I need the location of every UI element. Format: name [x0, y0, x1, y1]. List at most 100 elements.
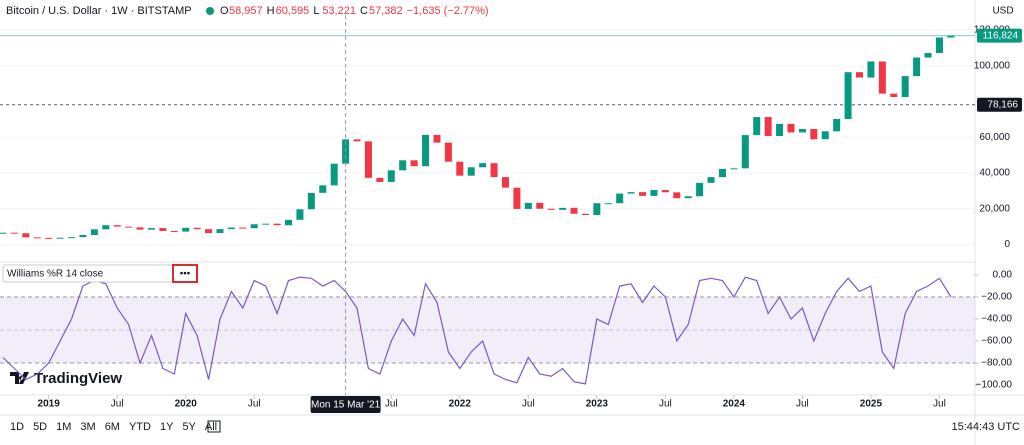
- candle: [364, 141, 372, 178]
- range-button[interactable]: 6M: [105, 421, 120, 433]
- range-button[interactable]: All: [205, 421, 217, 433]
- candle: [216, 229, 224, 234]
- y-tick-label: 20,000: [979, 203, 1010, 214]
- candle: [616, 193, 624, 204]
- candle: [707, 177, 715, 183]
- candle: [684, 196, 692, 199]
- x-tick-label: 2022: [449, 399, 472, 410]
- candle: [296, 209, 304, 220]
- candle: [479, 163, 487, 168]
- range-button[interactable]: 3M: [80, 421, 95, 433]
- candle: [776, 123, 784, 136]
- candle: [547, 208, 555, 210]
- candle: [307, 192, 315, 210]
- y-tick-label: 40,000: [979, 168, 1010, 179]
- candle: [136, 227, 144, 230]
- candle: [68, 237, 76, 239]
- range-button[interactable]: 1D: [10, 421, 24, 433]
- change: −1,635 (−2.77%): [407, 5, 489, 17]
- candle: [467, 167, 475, 176]
- logo-text: TradingView: [34, 370, 122, 387]
- candle: [821, 131, 829, 140]
- candle: [33, 237, 41, 239]
- range-button[interactable]: 5D: [33, 421, 47, 433]
- candle: [718, 168, 726, 178]
- candle: [0, 232, 7, 234]
- candle: [913, 57, 921, 77]
- candle: [753, 117, 761, 136]
- y-tick-label: −20.00: [981, 292, 1012, 303]
- candle: [147, 228, 155, 230]
- candle: [22, 233, 30, 238]
- currency: USD: [992, 6, 1013, 17]
- candle: [125, 226, 133, 228]
- candle: [193, 227, 201, 230]
- x-tick-label: 2025: [860, 399, 883, 410]
- candle: [376, 177, 384, 182]
- candle: [833, 119, 841, 132]
- candle: [730, 168, 738, 170]
- range-button[interactable]: 5Y: [182, 421, 196, 433]
- candle: [741, 135, 749, 169]
- candle: [205, 229, 213, 234]
- clock: 15:44:43 UTC: [952, 421, 1021, 433]
- indicator-legend[interactable]: Williams %R 14 close •••: [2, 264, 199, 283]
- candle: [639, 192, 647, 196]
- ohlc-value: 60,595: [276, 5, 310, 17]
- oscillator-line: [2, 276, 952, 385]
- x-tick-label: 2019: [38, 399, 61, 410]
- candle: [433, 134, 441, 143]
- crosshair-label-box: [310, 396, 381, 413]
- candle: [798, 129, 806, 133]
- candle: [593, 203, 601, 216]
- range-button[interactable]: 1M: [56, 421, 71, 433]
- ohlc-value: 57,382: [369, 5, 403, 17]
- date-range-icon[interactable]: [207, 420, 221, 433]
- market-status: [206, 7, 214, 15]
- y-tick-label: 0: [1004, 239, 1010, 250]
- ohlc-key: H: [267, 5, 275, 17]
- candle: [262, 223, 270, 225]
- x-tick-label: 2024: [723, 399, 746, 410]
- price-label-box: [977, 28, 1022, 43]
- candle: [570, 207, 578, 214]
- candle: [387, 170, 395, 182]
- x-tick-label: Jul: [111, 399, 124, 410]
- candle: [524, 202, 532, 209]
- candle: [787, 123, 795, 133]
- y-tick-label: −100.00: [976, 380, 1013, 391]
- ohlc-key: O: [220, 5, 229, 17]
- candle: [353, 139, 361, 142]
- more-button[interactable]: •••: [180, 269, 191, 280]
- candle: [924, 53, 932, 58]
- candle: [661, 189, 669, 193]
- price-label: 78,166: [987, 99, 1018, 110]
- range-button[interactable]: YTD: [129, 421, 151, 433]
- more-highlight: [172, 264, 198, 283]
- candle: [399, 160, 407, 171]
- y-tick-label: 60,000: [979, 132, 1010, 143]
- candle: [285, 219, 292, 226]
- candle: [227, 227, 235, 230]
- candle: [10, 232, 18, 234]
- x-tick-label: Jul: [522, 399, 535, 410]
- candle: [867, 61, 875, 78]
- candle: [444, 142, 452, 162]
- candle: [878, 61, 886, 94]
- candle: [764, 117, 772, 136]
- candle: [422, 134, 430, 167]
- candle: [844, 72, 852, 120]
- candle: [90, 229, 98, 236]
- range-button[interactable]: 1Y: [160, 421, 174, 433]
- x-tick-label: Jul: [659, 399, 672, 410]
- candle: [410, 160, 418, 167]
- candle: [330, 163, 338, 186]
- candle: [581, 213, 589, 216]
- candle: [810, 129, 818, 140]
- candle: [513, 187, 521, 209]
- ohlc-key: C: [360, 5, 368, 17]
- candle: [456, 161, 464, 176]
- candle: [559, 207, 567, 210]
